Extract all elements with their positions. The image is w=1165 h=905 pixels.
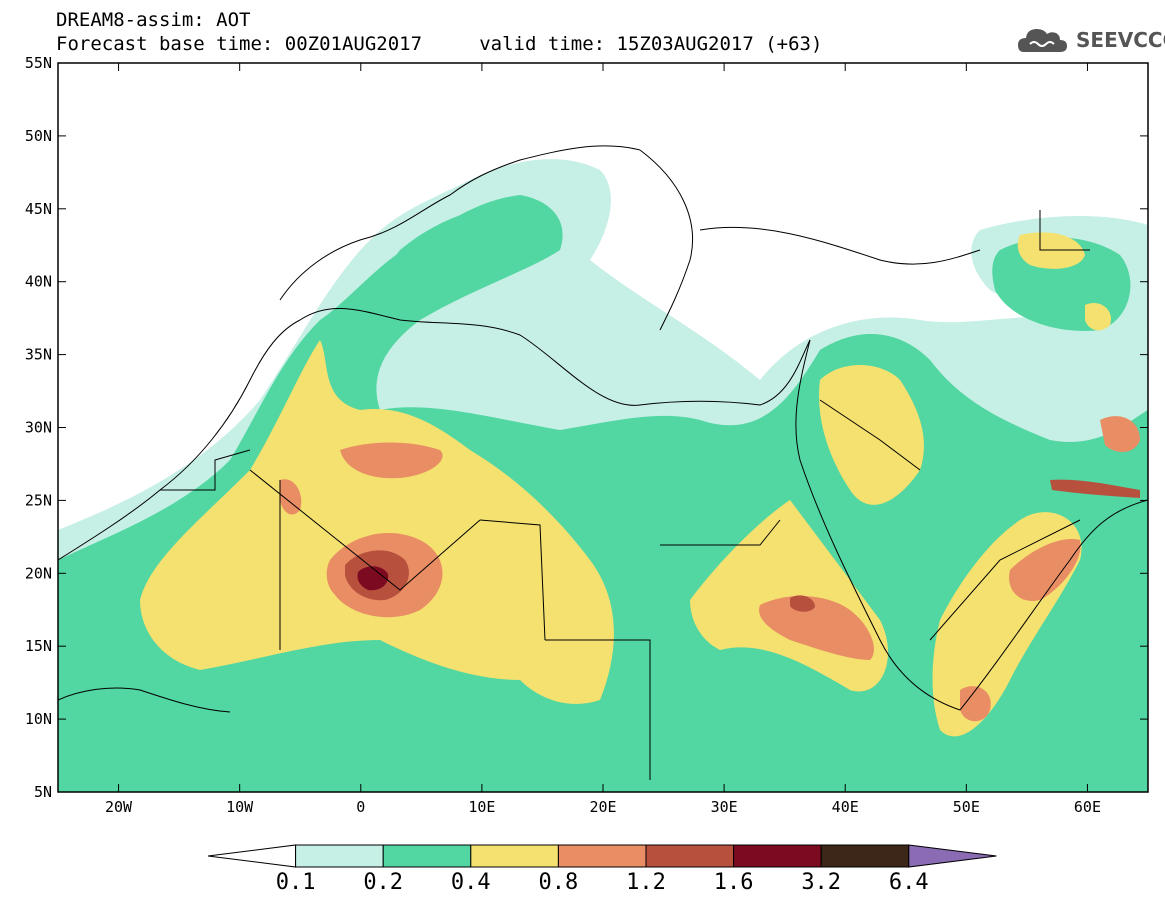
lon-label: 40E — [832, 798, 859, 816]
lon-label: 10W — [226, 798, 254, 816]
colorbar-label: 6.4 — [889, 870, 929, 895]
aot-level-0.8 — [340, 442, 443, 479]
colorbar-box — [382, 844, 472, 868]
lat-label: 30N — [25, 419, 52, 437]
colorbar-box — [557, 844, 647, 868]
lat-label: 55N — [25, 54, 52, 72]
map-title: DREAM8-assim: AOT — [56, 9, 251, 31]
lat-label: 50N — [25, 127, 52, 145]
lat-label: 40N — [25, 273, 52, 291]
aot-level-0.4 — [140, 340, 614, 704]
colorbar-label: 1.6 — [714, 870, 754, 895]
lon-label: 10E — [468, 798, 495, 816]
cloud-logo-icon — [1018, 29, 1067, 52]
colorbar-box — [295, 844, 384, 868]
lon-label: 60E — [1074, 798, 1101, 816]
aot-level-1.6 — [357, 566, 389, 591]
lat-label: 25N — [25, 491, 52, 509]
lon-label: 0 — [356, 798, 365, 816]
brand-logo: SEEVCCC — [1018, 24, 1165, 56]
colorbar-label: 1.2 — [626, 870, 666, 895]
axis-ticks — [58, 62, 1148, 793]
colorbar-under-triangle — [207, 844, 297, 868]
lon-label: 30E — [711, 798, 738, 816]
lat-label: 5N — [34, 783, 52, 801]
lon-label: 20E — [589, 798, 616, 816]
colorbar-label: 0.1 — [276, 870, 316, 895]
colorbar-legend: 0.1 0.2 0.4 0.8 1.2 1.6 3.2 6.4 — [207, 844, 997, 895]
lat-label: 10N — [25, 710, 52, 728]
colorbar-label: 3.2 — [801, 870, 841, 895]
colorbar-label: 0.8 — [539, 870, 579, 895]
longitude-labels: 20W 10W 0 10E 20E 30E 40E 50E 60E — [105, 798, 1101, 816]
lat-label: 15N — [25, 637, 52, 655]
colorbar-over-triangle — [908, 844, 997, 868]
colorbar-box — [470, 844, 559, 868]
latitude-labels: 55N 50N 45N 40N 35N 30N 25N 20N 15N 10N 5N — [25, 54, 52, 801]
colorbar-label: 0.4 — [451, 870, 491, 895]
lat-label: 20N — [25, 564, 52, 582]
colorbar-label: 0.2 — [363, 870, 403, 895]
coastlines — [58, 145, 1148, 780]
brand-name: SEEVCCC — [1076, 28, 1165, 52]
aot-contour-fields — [58, 159, 1148, 792]
colorbar-box — [820, 844, 910, 868]
lon-label: 20W — [105, 798, 133, 816]
lat-label: 45N — [25, 200, 52, 218]
forecast-times: Forecast base time: 00Z01AUG2017 valid t… — [56, 33, 823, 55]
colorbar-box — [645, 844, 735, 868]
lat-label: 35N — [25, 346, 52, 364]
lon-label: 50E — [953, 798, 980, 816]
colorbar-box — [733, 844, 822, 868]
